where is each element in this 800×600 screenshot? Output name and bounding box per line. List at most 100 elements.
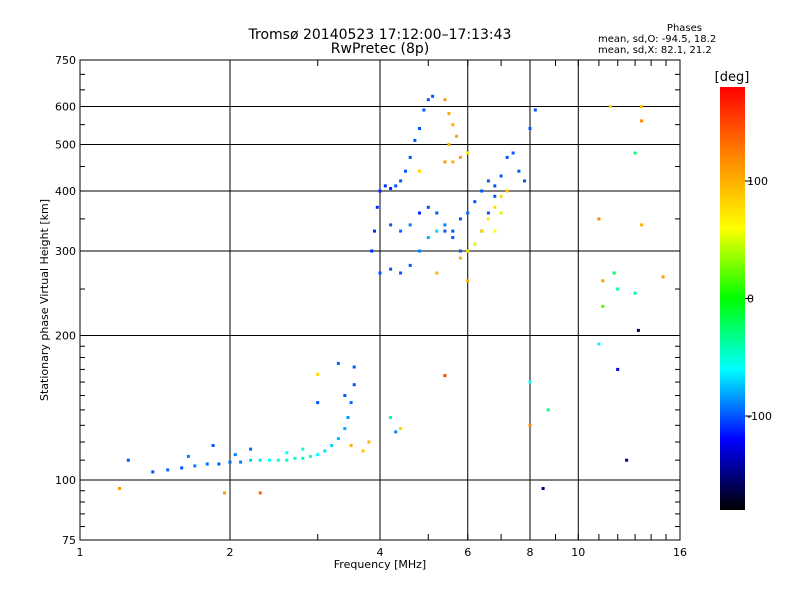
data-point [389, 187, 393, 190]
data-point [293, 456, 297, 460]
data-point [418, 211, 421, 215]
data-point [422, 108, 426, 112]
y-tick-label: 200 [55, 330, 76, 343]
data-point [349, 401, 353, 405]
grid-lines [80, 60, 680, 540]
data-point [418, 127, 421, 130]
data-point [511, 151, 515, 155]
data-point [323, 449, 327, 453]
chart-title: Tromsø 20140523 17:12:00–17:13:43 [248, 27, 512, 43]
x-tick-label: 16 [673, 546, 687, 559]
x-tick-label: 6 [464, 546, 471, 559]
data-point [301, 456, 305, 460]
data-point [612, 271, 616, 275]
colorbar-tick-label: -100 [747, 410, 772, 423]
data-point [316, 372, 320, 376]
data-point [633, 151, 637, 155]
data-point [505, 189, 509, 193]
data-point [443, 98, 447, 102]
data-point [597, 217, 601, 221]
data-point [616, 287, 620, 291]
y-tick-label: 75 [62, 534, 76, 547]
data-point [285, 458, 289, 462]
data-point [426, 236, 430, 240]
data-point [486, 211, 490, 215]
data-point [399, 229, 403, 233]
data-point [528, 423, 532, 427]
data-point [308, 454, 312, 458]
colorbar-tick-label: 100 [747, 175, 768, 188]
data-point [523, 179, 526, 183]
data-point [375, 205, 379, 209]
data-point [640, 119, 644, 123]
data-point [205, 462, 209, 466]
colorbar-gradient [720, 87, 745, 510]
data-point [389, 267, 393, 271]
data-point [389, 416, 393, 419]
data-point [249, 447, 253, 451]
data-point [528, 127, 532, 130]
data-point [493, 194, 497, 198]
y-tick-label: 400 [55, 185, 76, 198]
data-point [330, 444, 334, 447]
data-point [435, 271, 439, 275]
data-point [466, 279, 470, 283]
data-point [466, 211, 470, 215]
data-point [486, 217, 490, 221]
data-point [608, 105, 612, 108]
data-point [473, 200, 477, 204]
data-point [451, 160, 455, 164]
data-point [480, 189, 484, 193]
data-point [383, 184, 387, 188]
data-point [493, 184, 497, 188]
data-point [193, 464, 197, 468]
x-tick-label: 2 [227, 546, 234, 559]
data-point [413, 138, 417, 142]
data-point [546, 408, 550, 412]
data-point [633, 291, 637, 295]
data-point [389, 223, 393, 227]
data-point [367, 440, 371, 444]
data-point [316, 453, 320, 457]
phase-stats-o: mean, sd,O: -94.5, 18.2 [598, 34, 717, 45]
x-tick-label: 8 [527, 546, 534, 559]
data-point [443, 223, 447, 227]
data-point [186, 454, 190, 458]
data-point [451, 229, 455, 233]
data-point [285, 451, 289, 455]
data-point [447, 143, 451, 146]
data-point [211, 444, 215, 447]
data-point [625, 458, 629, 462]
data-point [431, 94, 435, 98]
data-point [499, 194, 503, 198]
data-point [223, 491, 226, 495]
data-point [443, 374, 447, 378]
axis-ticks: 1 2 4 6 8 10 16 75 100 200 300 400 500 600 750 [55, 54, 687, 559]
data-point [394, 430, 398, 434]
data-point [505, 155, 509, 159]
data-point [601, 304, 605, 308]
data-point [541, 487, 545, 490]
data-point [640, 223, 644, 227]
data-point [458, 217, 462, 221]
data-point [343, 394, 347, 397]
y-axis-label: Stationary phase Virtual Height [km] [38, 199, 51, 401]
data-point [118, 487, 121, 490]
data-point [349, 444, 353, 447]
data-point [370, 249, 374, 253]
phase-stats-box: Phases mean, sd,O: -94.5, 18.2 mean, sd,… [598, 23, 738, 56]
data-point [346, 416, 350, 419]
data-point [361, 449, 365, 453]
x-axis-label: Frequency [MHz] [334, 558, 426, 571]
data-point [616, 367, 620, 371]
data-point [408, 155, 412, 159]
data-point [601, 279, 605, 283]
data-point [399, 271, 403, 275]
data-point [426, 205, 430, 209]
y-tick-label: 100 [55, 474, 76, 487]
data-point [180, 466, 184, 470]
colorbar-label: [deg] [715, 70, 750, 85]
data-point [443, 160, 447, 164]
data-point [597, 342, 601, 346]
data-point [394, 184, 398, 188]
